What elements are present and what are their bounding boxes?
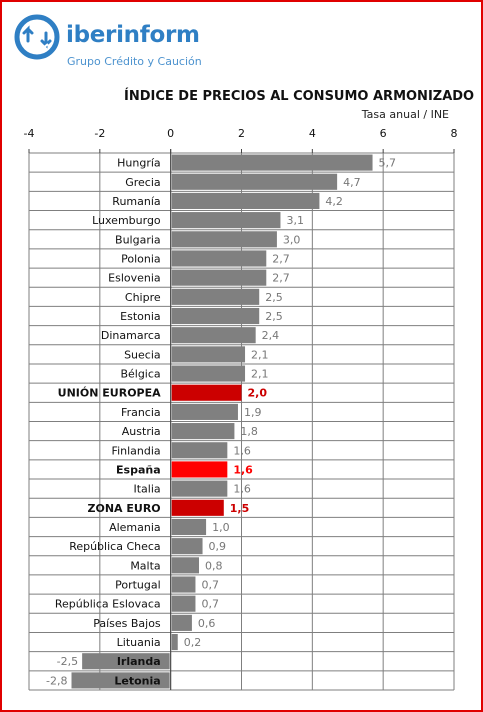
bar [171,269,267,286]
bar [171,423,235,440]
category-label: ZONA EURO [88,502,161,515]
bar [171,480,228,497]
value-label: 0,7 [201,598,219,611]
value-label: 0,9 [209,540,227,553]
value-label: 2,7 [272,272,290,285]
category-label: Portugal [115,579,161,592]
bar [171,518,207,536]
value-label: 1,6 [233,444,251,457]
value-label: 1,0 [212,521,230,534]
bar [71,672,170,689]
category-label: Irlanda [117,655,161,668]
category-label: República Checa [69,540,160,553]
bar [82,653,170,670]
category-label: Italia [134,483,161,496]
bar [171,576,196,593]
bar [171,154,373,171]
value-label: 2,1 [251,368,269,381]
category-label: Francia [121,406,161,419]
value-label: 4,7 [343,176,361,189]
bar [171,499,224,516]
category-label: Países Bajos [93,617,161,630]
bar [171,633,178,651]
category-label: Austria [122,425,161,438]
category-label: Rumanía [112,195,160,208]
bar [171,557,199,574]
value-label: 2,7 [272,252,290,265]
tick-label: 0 [167,127,174,140]
category-label: Lituania [117,636,161,649]
value-label: 0,8 [205,559,223,572]
bar [171,250,267,267]
bar [171,365,246,382]
value-label: 1,9 [244,406,261,419]
value-label: 0,6 [198,617,216,630]
bar [171,538,203,555]
category-label: Alemania [109,521,161,534]
value-label: -2,5 [57,655,78,668]
bar [171,307,260,325]
value-label: 2,5 [265,310,283,323]
brand-name: iberinform [66,22,200,48]
value-label: 0,7 [201,579,219,592]
value-label: 3,0 [283,233,301,246]
category-label: España [116,463,161,476]
value-label: 4,2 [325,195,343,208]
category-label: República Eslovaca [55,598,161,611]
category-label: Dinamarca [101,329,161,342]
value-label: 2,1 [251,348,269,361]
category-label: Estonia [120,310,161,323]
bar [171,614,192,631]
category-label: Hungría [117,157,161,170]
chart-subtitle: Tasa anual / INE [361,108,449,121]
tick-label: -2 [94,127,105,140]
category-label: Eslovenia [108,272,161,285]
chart-title: ÍNDICE DE PRECIOS AL CONSUMO ARMONIZADO [124,89,475,104]
value-label: -2,8 [46,674,67,687]
brand-tagline: Grupo Crédito y Caución [67,55,202,68]
bar [171,231,277,248]
bar [171,173,338,190]
bar [171,442,228,459]
value-label: 1,5 [230,502,250,515]
value-label: 0,2 [184,636,202,649]
category-label: Malta [130,559,160,572]
category-label: Luxemburgo [92,214,161,227]
category-label: Grecia [125,176,160,189]
value-label: 2,4 [262,329,280,342]
bar [171,403,238,420]
bar [171,212,281,229]
value-label: 1,6 [233,483,251,496]
category-label: Suecia [124,348,161,361]
iberinform-logo-icon [14,14,60,60]
tick-label: -4 [24,127,35,140]
category-label: UNIÓN EUROPEA [58,387,161,400]
category-label: Finlandia [112,444,161,457]
bar [171,288,260,305]
value-label: 5,7 [379,157,397,170]
category-label: Chipre [125,291,161,304]
value-label: 1,6 [233,463,253,476]
category-label: Letonia [114,674,160,687]
tick-label: 6 [380,127,387,140]
bar [171,327,256,344]
bar [171,192,320,210]
category-label: Polonia [121,252,161,265]
category-label: Bélgica [120,368,160,381]
value-label: 3,1 [286,214,304,227]
value-label: 2,0 [248,387,268,400]
bar [171,595,196,612]
bar [171,384,242,401]
tick-label: 8 [451,127,458,140]
tick-label: 2 [238,127,245,140]
value-label: 2,5 [265,291,283,304]
bar [171,461,228,478]
category-label: Bulgaria [115,233,161,246]
value-label: 1,8 [240,425,258,438]
tick-label: 4 [309,127,316,140]
bar [171,346,246,363]
